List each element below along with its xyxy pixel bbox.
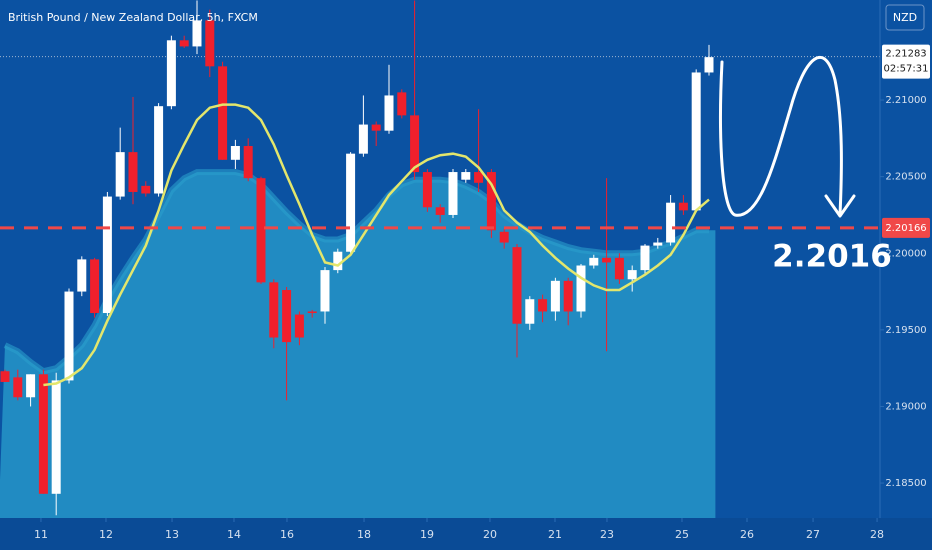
- area-edge: [3, 169, 709, 375]
- x-tick-label: 18: [357, 528, 371, 541]
- chart-title: British Pound / New Zealand Dollar, 5h, …: [8, 11, 258, 24]
- candle-body: [666, 202, 676, 243]
- candle-body: [256, 178, 266, 283]
- countdown: 02:57:31: [884, 64, 929, 75]
- x-tick-label: 20: [483, 528, 497, 541]
- x-tick-label: 11: [34, 528, 48, 541]
- candle-body: [704, 57, 714, 73]
- candle-body: [563, 280, 573, 312]
- candle-body: [205, 20, 215, 67]
- y-tick-label: 2.20500: [885, 172, 926, 183]
- last-price-tag: [882, 44, 930, 79]
- candle-body: [589, 257, 599, 266]
- candle-body: [435, 207, 445, 215]
- candle-body: [653, 242, 663, 246]
- candle-body: [333, 251, 343, 271]
- candle-body: [486, 172, 496, 231]
- x-tick-label: 23: [600, 528, 614, 541]
- candle-body: [512, 247, 522, 324]
- candle-body: [192, 20, 202, 47]
- candle-body: [397, 92, 407, 116]
- candle-body: [128, 152, 138, 192]
- candle-body: [525, 299, 535, 324]
- candle-body: [154, 106, 164, 194]
- candle-body: [691, 72, 701, 211]
- y-tick-label: 2.21000: [885, 95, 926, 106]
- candle-body: [384, 95, 394, 131]
- candle-body: [294, 314, 304, 338]
- x-axis-band: [0, 518, 932, 550]
- candle-body: [576, 265, 586, 312]
- candle-body: [38, 374, 48, 494]
- candle-body: [320, 270, 330, 312]
- y-tick-label: 2.19500: [885, 325, 926, 336]
- candle-body: [102, 196, 112, 314]
- candle-body: [26, 374, 36, 398]
- candle-body: [282, 290, 292, 343]
- candle-body: [243, 146, 253, 179]
- candle-body: [141, 185, 151, 194]
- candle-body: [346, 153, 356, 252]
- candle-body: [13, 377, 23, 398]
- candle-body: [602, 257, 612, 263]
- currency[interactable]: NZD: [893, 11, 917, 24]
- x-tick-label: 12: [99, 528, 113, 541]
- candle-body: [627, 270, 637, 280]
- area-fill: [0, 172, 716, 518]
- y-tick-label: 2.19000: [885, 401, 926, 412]
- annotation: 2.2016: [772, 239, 892, 275]
- candle-body: [0, 371, 10, 382]
- x-tick-label: 21: [548, 528, 562, 541]
- hand-drawn-arrow: [719, 56, 843, 217]
- x-tick-label: 13: [165, 528, 179, 541]
- candle-body: [179, 40, 189, 47]
- candle-body: [77, 259, 87, 292]
- candle-body: [550, 280, 560, 312]
- candle-body: [499, 231, 509, 243]
- candle-body: [115, 152, 125, 197]
- candle-body: [678, 202, 688, 211]
- x-tick-label: 26: [740, 528, 754, 541]
- x-tick-label: 19: [420, 528, 434, 541]
- x-tick-label: 16: [280, 528, 294, 541]
- x-tick-label: 14: [227, 528, 241, 541]
- level-tag: [882, 217, 930, 238]
- y-tick-label: 2.18500: [885, 478, 926, 489]
- candle-body: [474, 172, 484, 183]
- x-tick-label: 25: [675, 528, 689, 541]
- candle-body: [538, 299, 548, 312]
- candle-body: [166, 40, 176, 107]
- candle-body: [269, 282, 279, 338]
- plot: [0, 0, 880, 518]
- candle-body: [371, 124, 381, 131]
- candle-body: [218, 66, 228, 160]
- candle-body: [230, 146, 240, 160]
- last-price-label: 2.21283: [885, 49, 926, 60]
- candle-body: [422, 172, 432, 208]
- candle-body: [614, 257, 624, 280]
- candle-body: [358, 124, 368, 154]
- candle-body: [90, 259, 100, 314]
- candle-body: [64, 291, 74, 381]
- x-tick-label: 27: [806, 528, 820, 541]
- y-tick-label: 2.20000: [885, 248, 926, 259]
- x-tick-label: 28: [870, 528, 884, 541]
- moving-average: [43, 103, 710, 387]
- currency-box[interactable]: [885, 4, 925, 31]
- candle-body: [307, 311, 317, 314]
- candle-body: [448, 172, 458, 215]
- candle-body: [410, 115, 420, 173]
- candle-body: [640, 245, 650, 271]
- candle-body: [461, 172, 471, 180]
- arrow-head: [824, 194, 856, 218]
- candle-body: [51, 380, 61, 494]
- level-label: 2.20166: [885, 223, 926, 234]
